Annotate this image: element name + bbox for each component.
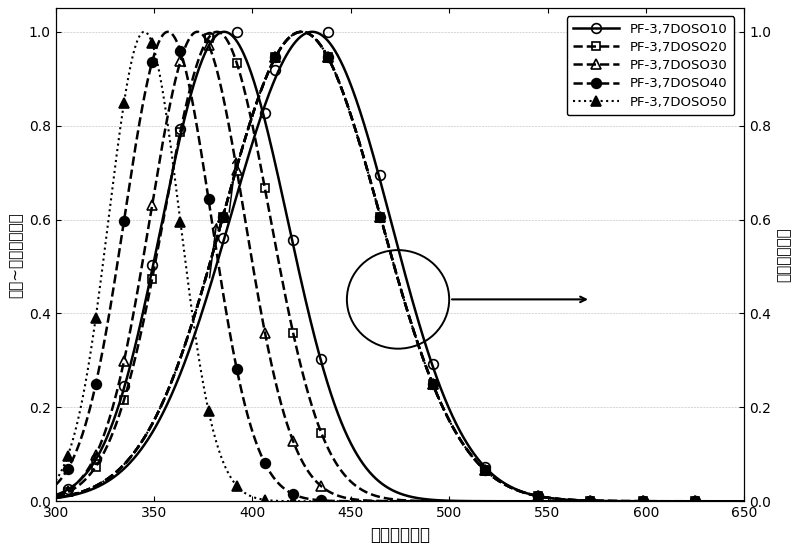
Y-axis label: 紫外~可见吸收强度: 紫外~可见吸收强度 [8, 212, 23, 298]
X-axis label: 波长（纳米）: 波长（纳米） [370, 526, 430, 544]
Legend: PF-3,7DOSO10, PF-3,7DOSO20, PF-3,7DOSO30, PF-3,7DOSO40, PF-3,7DOSO50: PF-3,7DOSO10, PF-3,7DOSO20, PF-3,7DOSO30… [566, 16, 734, 115]
Y-axis label: 光致发光强度: 光致发光强度 [777, 227, 792, 282]
